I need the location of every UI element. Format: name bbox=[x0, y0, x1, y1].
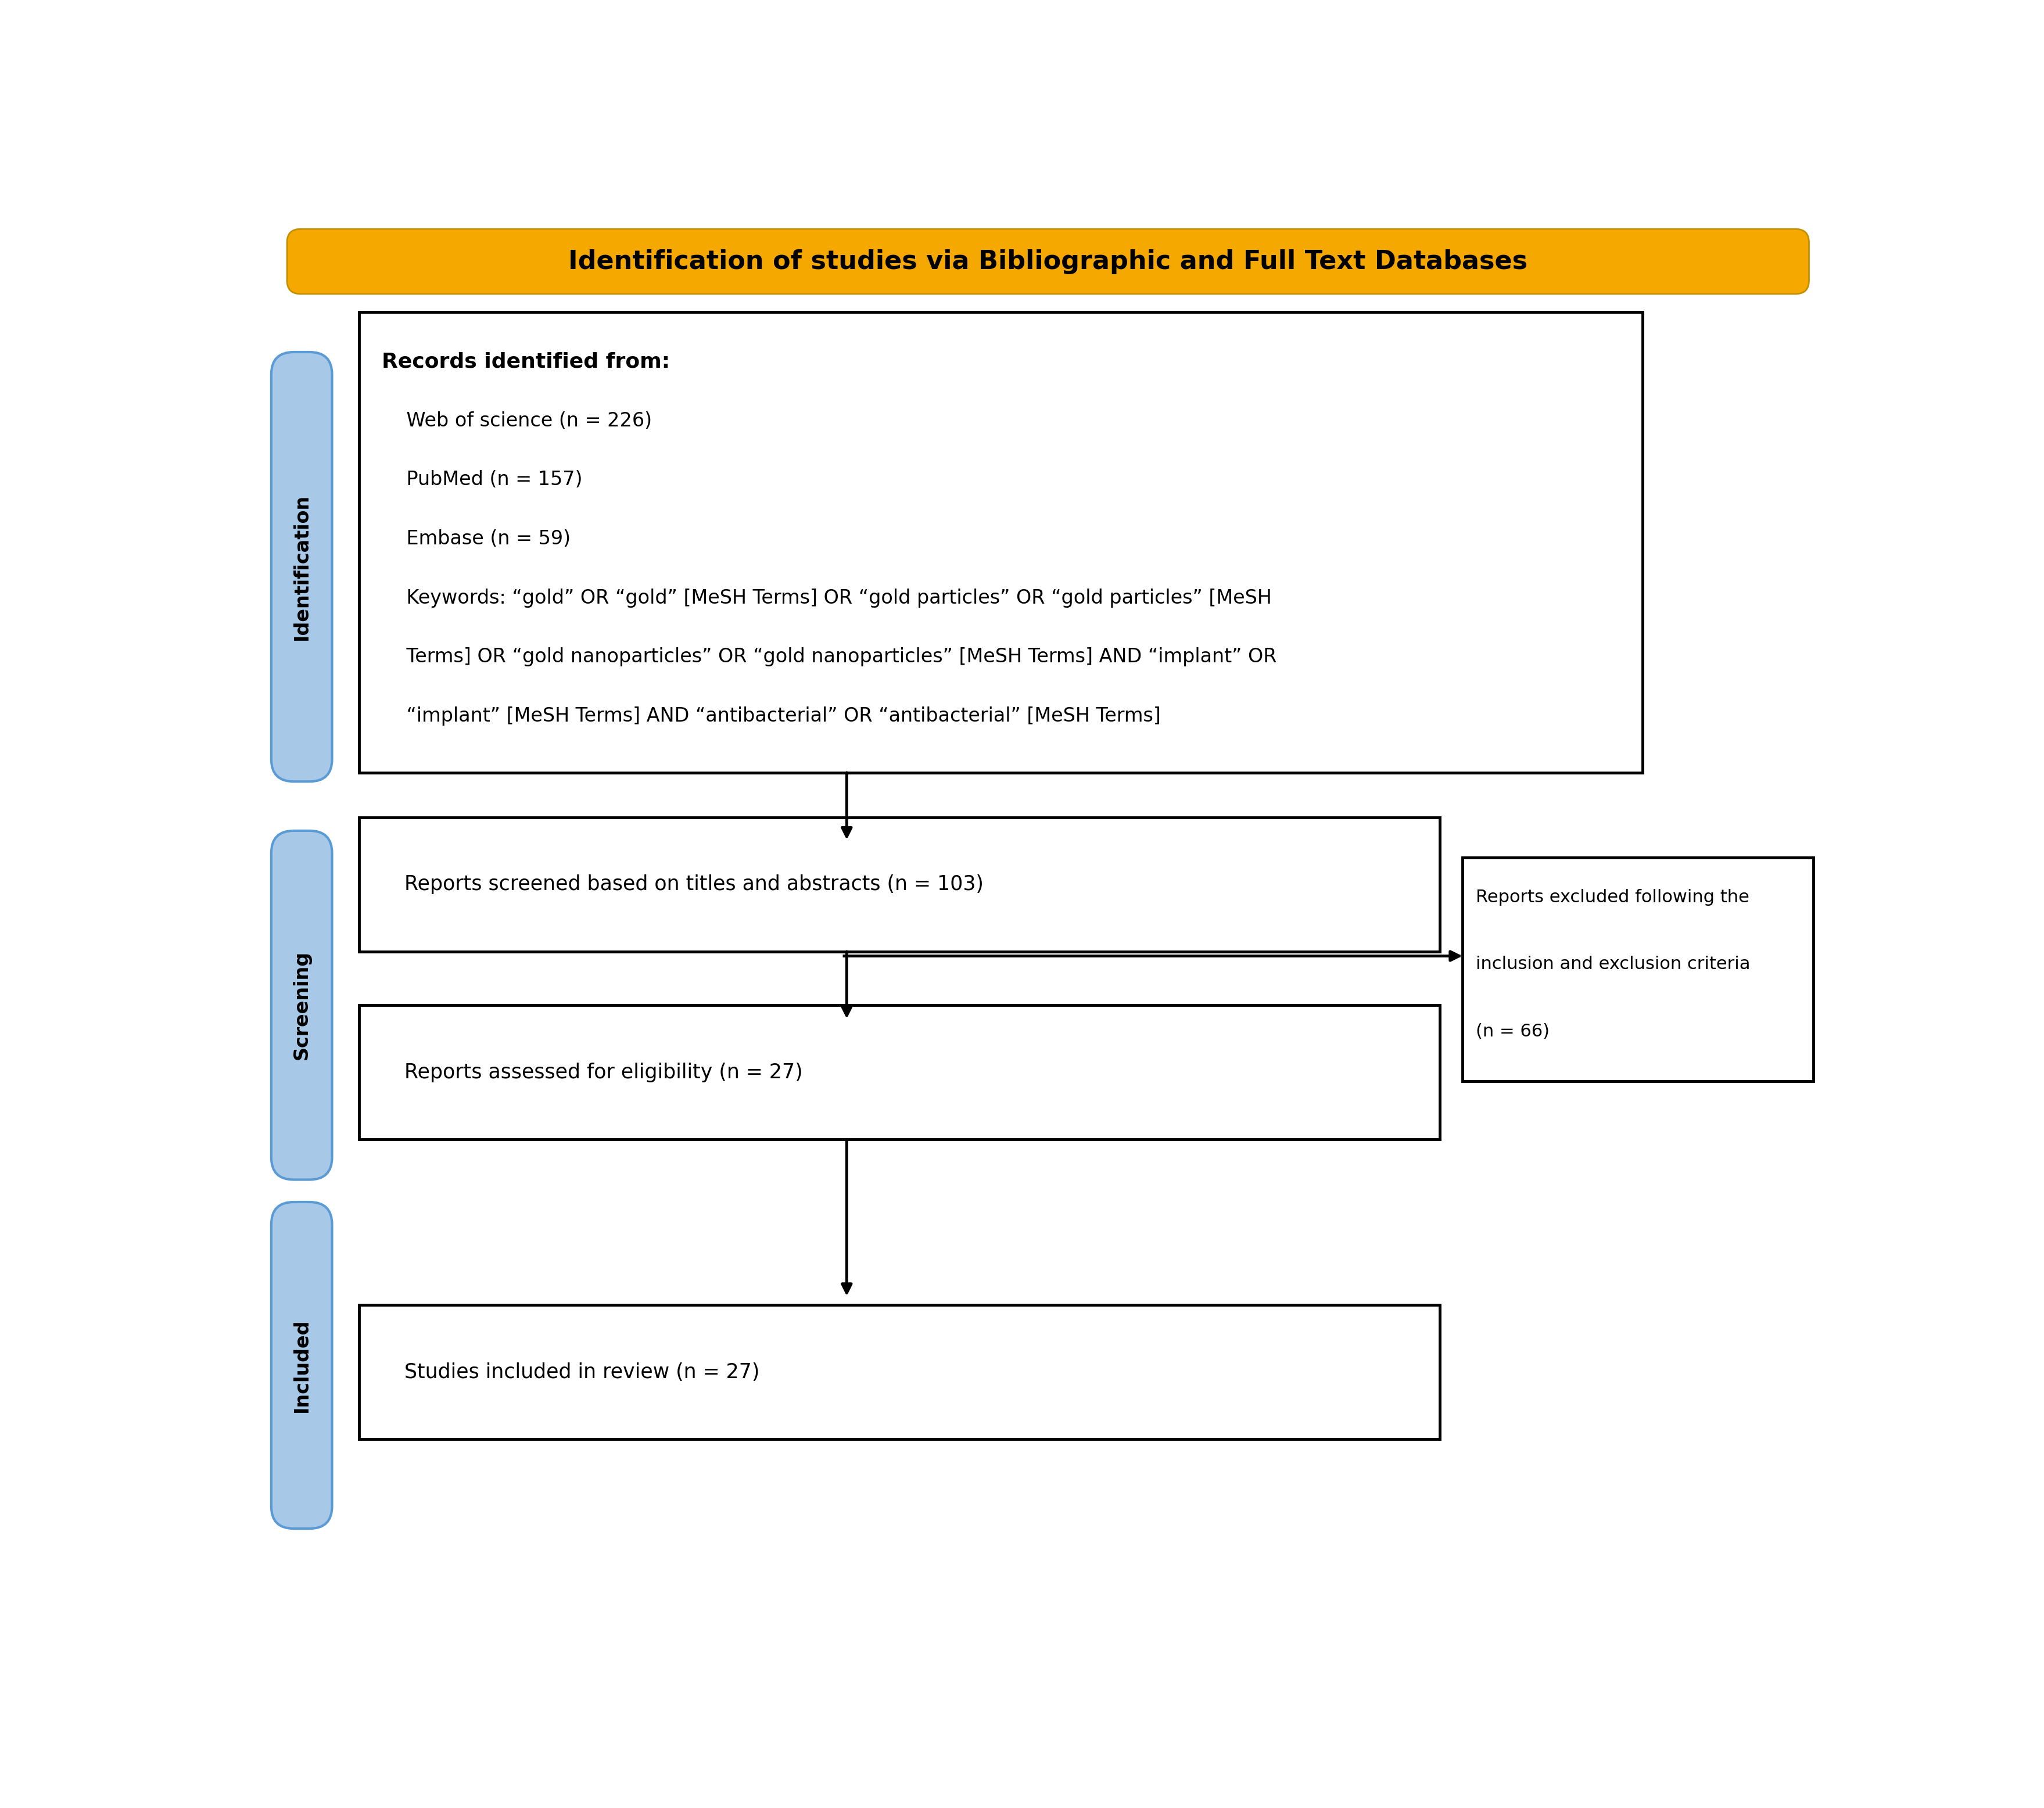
Text: Reports screened based on titles and abstracts (n = 103): Reports screened based on titles and abs… bbox=[405, 875, 983, 895]
FancyBboxPatch shape bbox=[272, 353, 331, 781]
Text: Keywords: “gold” OR “gold” [MeSH Terms] OR “gold particles” OR “gold particles” : Keywords: “gold” OR “gold” [MeSH Terms] … bbox=[382, 588, 1271, 607]
Text: Identification of studies via Bibliographic and Full Text Databases: Identification of studies via Bibliograp… bbox=[568, 250, 1527, 275]
Text: (n = 66): (n = 66) bbox=[1476, 1023, 1549, 1040]
Text: Studies included in review (n = 27): Studies included in review (n = 27) bbox=[405, 1361, 758, 1381]
Bar bbox=[360, 817, 1439, 951]
Text: PubMed (n = 157): PubMed (n = 157) bbox=[382, 470, 583, 490]
Text: Web of science (n = 226): Web of science (n = 226) bbox=[382, 410, 652, 430]
Text: Screening: Screening bbox=[292, 951, 311, 1059]
Text: “implant” [MeSH Terms] AND “antibacterial” OR “antibacterial” [MeSH Terms]: “implant” [MeSH Terms] AND “antibacteria… bbox=[382, 707, 1161, 725]
Text: Identification: Identification bbox=[292, 494, 311, 640]
Text: Records identified from:: Records identified from: bbox=[382, 353, 670, 372]
Text: Reports assessed for eligibility (n = 27): Reports assessed for eligibility (n = 27… bbox=[405, 1063, 803, 1083]
Bar bbox=[360, 1005, 1439, 1139]
Text: Terms] OR “gold nanoparticles” OR “gold nanoparticles” [MeSH Terms] AND “implant: Terms] OR “gold nanoparticles” OR “gold … bbox=[382, 647, 1278, 667]
FancyBboxPatch shape bbox=[272, 1202, 331, 1528]
Text: inclusion and exclusion criteria: inclusion and exclusion criteria bbox=[1476, 956, 1750, 973]
Text: Embase (n = 59): Embase (n = 59) bbox=[382, 530, 570, 548]
Text: Included: Included bbox=[292, 1318, 311, 1412]
FancyBboxPatch shape bbox=[272, 830, 331, 1179]
Bar bbox=[360, 1305, 1439, 1439]
FancyBboxPatch shape bbox=[286, 230, 1809, 295]
Text: Reports excluded following the: Reports excluded following the bbox=[1476, 890, 1750, 906]
Bar bbox=[1461, 857, 1813, 1081]
Bar bbox=[360, 311, 1643, 772]
